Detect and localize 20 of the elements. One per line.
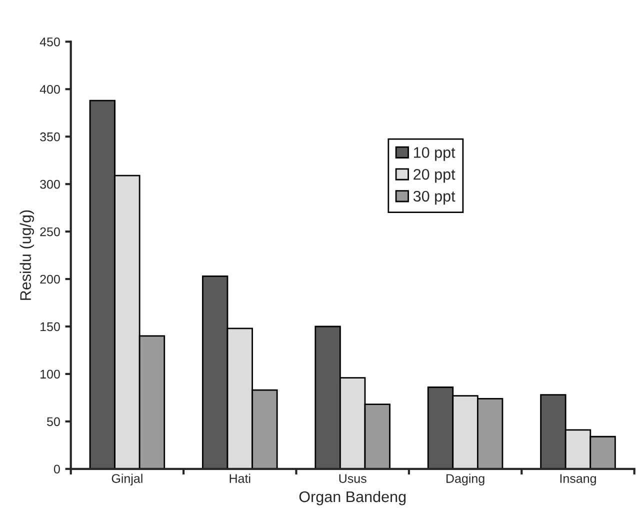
y-tick-label: 350 xyxy=(40,132,60,142)
legend-label: 20 ppt xyxy=(414,168,456,183)
x-axis-title: Organ Bandeng xyxy=(299,490,406,506)
legend-label: 30 ppt xyxy=(413,190,456,205)
x-tick-label: Daging xyxy=(446,474,484,486)
legend-label: 10 ppt xyxy=(414,147,456,161)
y-tick-label: 250 xyxy=(40,227,60,236)
y-tick-label: 400 xyxy=(40,84,60,94)
x-tick-label: Ginjal xyxy=(112,474,142,486)
y-tick-label: 0 xyxy=(54,464,60,474)
y-tick-label: 150 xyxy=(40,322,60,332)
y-tick-label: 450 xyxy=(40,37,60,46)
y-tick-label: 300 xyxy=(40,180,60,189)
y-tick-label: 200 xyxy=(40,274,60,284)
y-axis-title: Residu (ug/g) xyxy=(20,210,34,300)
y-tick-label: 100 xyxy=(40,370,60,379)
y-tick-label: 50 xyxy=(47,417,60,426)
x-tick-label: Hati xyxy=(230,474,250,483)
x-tick-label: Insang xyxy=(560,474,596,486)
x-tick-label: Usus xyxy=(339,474,366,483)
